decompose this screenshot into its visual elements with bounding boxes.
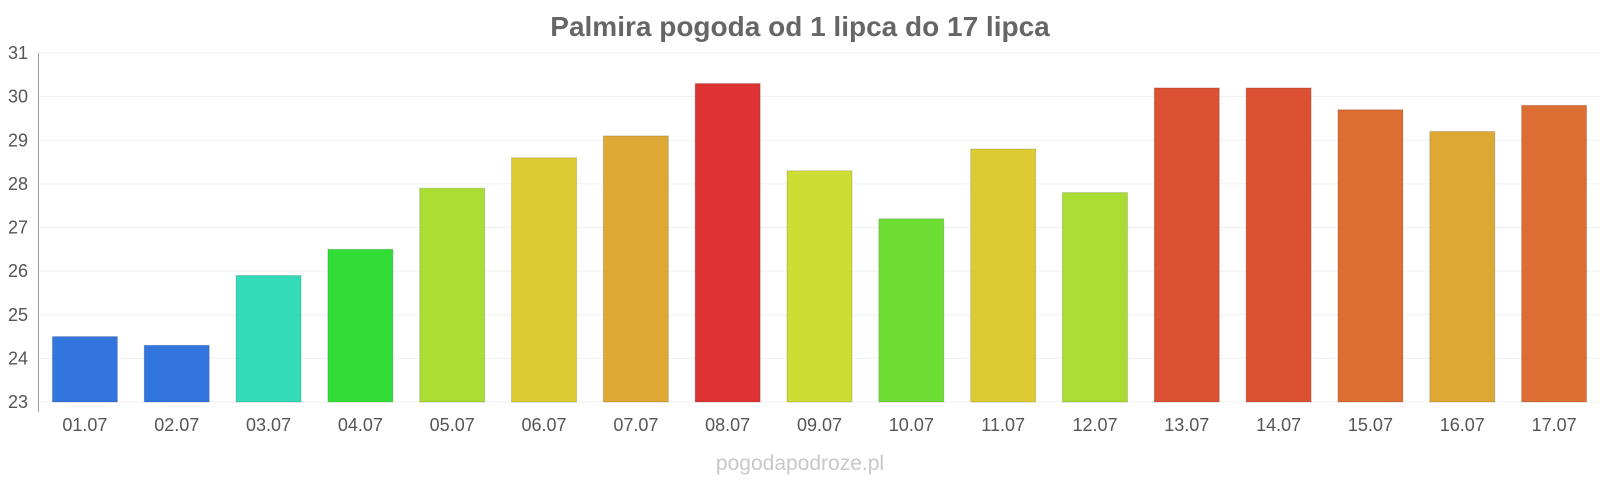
x-tick-label: 10.07 — [889, 415, 934, 435]
bar-12.07 — [1061, 192, 1128, 403]
x-tick-label: 13.07 — [1164, 415, 1209, 435]
x-axis-ticks: 01.07 02.07 03.07 04.07 05.07 06.07 07.07 08.07… — [62, 415, 1576, 435]
bar-15.07 — [1337, 109, 1404, 403]
bar-series — [51, 83, 1588, 403]
bar-04.07 — [327, 248, 394, 403]
x-tick-label: 07.07 — [613, 415, 658, 435]
source-watermark: pogodapodroze.pl — [716, 452, 884, 475]
bar-08.07 — [694, 83, 761, 403]
bar-17.07 — [1521, 104, 1588, 403]
x-tick-label: 14.07 — [1256, 415, 1301, 435]
x-tick-label: 16.07 — [1440, 415, 1485, 435]
y-tick-label: 23 — [8, 392, 28, 412]
bar-06.07 — [511, 157, 578, 403]
bar-14.07 — [1245, 87, 1312, 403]
y-tick-label: 31 — [8, 43, 28, 63]
bar-09.07 — [786, 170, 853, 403]
y-tick-label: 25 — [8, 305, 28, 325]
chart-title: Palmira pogoda od 1 lipca do 17 lipca — [550, 11, 1050, 42]
x-tick-label: 08.07 — [705, 415, 750, 435]
bar-11.07 — [970, 148, 1037, 403]
y-tick-label: 27 — [8, 218, 28, 238]
bar-03.07 — [235, 274, 302, 403]
x-tick-label: 11.07 — [981, 415, 1025, 435]
x-tick-label: 17.07 — [1532, 415, 1577, 435]
y-tick-label: 24 — [8, 348, 28, 368]
x-tick-label: 06.07 — [522, 415, 567, 435]
bar-10.07 — [878, 218, 945, 403]
x-tick-label: 04.07 — [338, 415, 383, 435]
y-tick-label: 28 — [8, 174, 28, 194]
bar-01.07 — [51, 336, 118, 403]
x-tick-label: 12.07 — [1072, 415, 1117, 435]
x-tick-label: 01.07 — [62, 415, 107, 435]
y-tick-label: 30 — [8, 87, 28, 107]
bar-05.07 — [419, 187, 486, 403]
x-tick-label: 09.07 — [797, 415, 842, 435]
x-tick-label: 02.07 — [154, 415, 199, 435]
x-tick-label: 15.07 — [1348, 415, 1393, 435]
y-axis-ticks: 23 24 25 26 27 28 29 30 31 — [8, 43, 28, 412]
bar-07.07 — [602, 135, 669, 403]
y-tick-label: 26 — [8, 261, 28, 281]
x-tick-label: 03.07 — [246, 415, 291, 435]
bar-16.07 — [1429, 131, 1496, 403]
y-tick-label: 29 — [8, 130, 28, 150]
x-tick-label: 05.07 — [430, 415, 475, 435]
bar-13.07 — [1153, 87, 1220, 403]
bar-02.07 — [143, 344, 210, 403]
